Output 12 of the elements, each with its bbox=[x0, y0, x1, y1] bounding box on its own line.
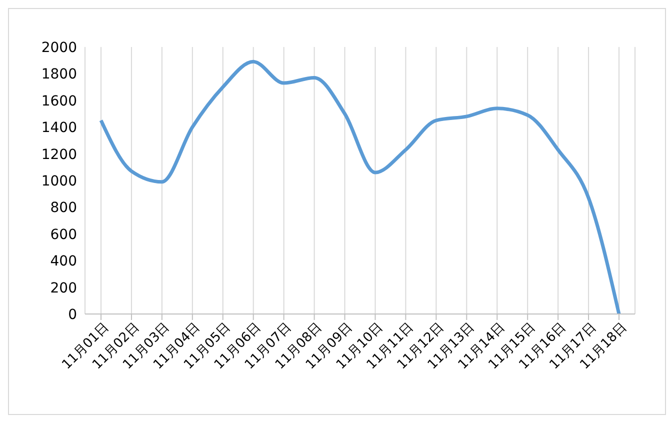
y-tick-label: 1200 bbox=[41, 146, 77, 163]
y-tick-label: 1600 bbox=[41, 93, 77, 110]
y-tick-label: 800 bbox=[50, 200, 77, 216]
y-tick-label: 400 bbox=[50, 254, 77, 270]
y-tick-label: 600 bbox=[50, 226, 77, 243]
y-tick-label: 1400 bbox=[41, 120, 77, 136]
y-tick-label: 200 bbox=[50, 280, 77, 296]
y-tick-label: 0 bbox=[68, 306, 77, 323]
line-series bbox=[99, 60, 621, 314]
y-tick-label: 1000 bbox=[41, 173, 77, 190]
y-tick-label: 2000 bbox=[41, 40, 77, 56]
y-tick-label: 1800 bbox=[41, 66, 77, 83]
